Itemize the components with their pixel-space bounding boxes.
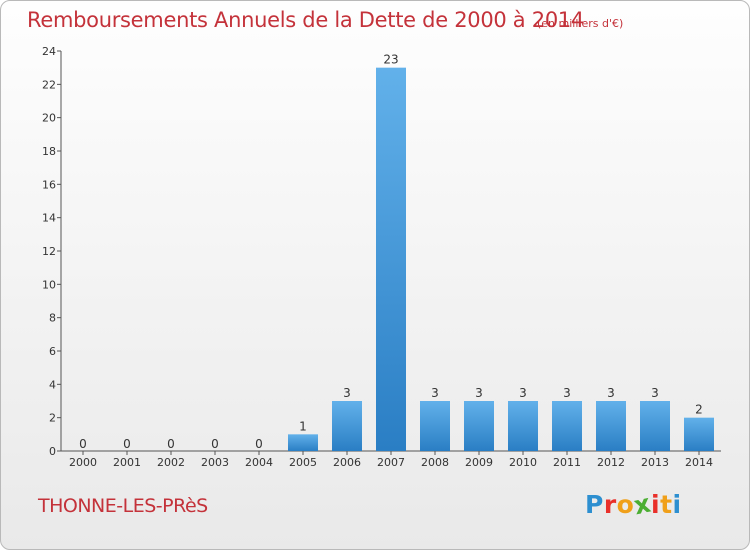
bar-value-label: 3 [651, 386, 659, 400]
bar [332, 401, 362, 451]
y-tick-label: 18 [42, 145, 56, 158]
bar [464, 401, 494, 451]
y-tick-label: 8 [49, 312, 56, 325]
bar [596, 401, 626, 451]
y-tick-label: 14 [42, 212, 56, 225]
bar [288, 434, 318, 451]
logo-letter: P [585, 490, 604, 519]
y-tick-label: 6 [49, 345, 56, 358]
logo-letter: r [603, 490, 617, 519]
bar [640, 401, 670, 451]
x-tick-label: 2014 [685, 456, 713, 469]
y-tick-label: 24 [42, 45, 56, 58]
x-tick-label: 2002 [157, 456, 185, 469]
logo-letter: i [672, 490, 682, 519]
x-tick-label: 2001 [113, 456, 141, 469]
y-tick-label: 16 [42, 178, 56, 191]
bar-value-label: 3 [431, 386, 439, 400]
x-tick-label: 2010 [509, 456, 537, 469]
bar [552, 401, 582, 451]
bar-value-label: 0 [167, 437, 175, 451]
bar-value-label: 3 [563, 386, 571, 400]
x-tick-label: 2007 [377, 456, 405, 469]
y-tick-label: 0 [49, 445, 56, 458]
bar [376, 67, 406, 452]
x-tick-label: 2009 [465, 456, 493, 469]
bar-value-label: 0 [255, 437, 263, 451]
bar-value-label: 0 [211, 437, 219, 451]
bar-value-label: 23 [383, 53, 398, 67]
chart-unit: (en milliers d'€) [537, 17, 624, 30]
logo-letter: o [616, 490, 635, 519]
bar-value-label: 3 [519, 386, 527, 400]
proxiti-logo: Proxiti [585, 489, 682, 521]
bar-value-label: 3 [475, 386, 483, 400]
bar-value-label: 3 [607, 386, 615, 400]
x-tick-label: 2011 [553, 456, 581, 469]
y-tick-label: 2 [49, 412, 56, 425]
y-tick-label: 20 [42, 112, 56, 125]
logo-letter: i [651, 490, 661, 519]
chart-title: Remboursements Annuels de la Dette de 20… [27, 8, 584, 32]
y-tick-label: 22 [42, 78, 56, 91]
x-tick-label: 2013 [641, 456, 669, 469]
logo-letter: t [660, 490, 673, 519]
y-tick-label: 10 [42, 278, 56, 291]
x-tick-label: 2005 [289, 456, 317, 469]
x-tick-label: 2012 [597, 456, 625, 469]
bar-value-label: 3 [343, 386, 351, 400]
x-tick-label: 2004 [245, 456, 273, 469]
bar-value-label: 1 [299, 419, 307, 433]
city-name: THONNE-LES-PRèS [38, 495, 208, 517]
y-tick-label: 12 [42, 245, 56, 258]
bar-value-label: 0 [79, 437, 87, 451]
x-tick-label: 2006 [333, 456, 361, 469]
x-tick-label: 2003 [201, 456, 229, 469]
bar [420, 401, 450, 451]
bar [684, 417, 714, 451]
x-tick-label: 2000 [69, 456, 97, 469]
x-tick-label: 2008 [421, 456, 449, 469]
bar-value-label: 0 [123, 437, 131, 451]
bar [508, 401, 538, 451]
y-tick-label: 4 [49, 378, 56, 391]
bar-value-label: 2 [695, 403, 703, 417]
